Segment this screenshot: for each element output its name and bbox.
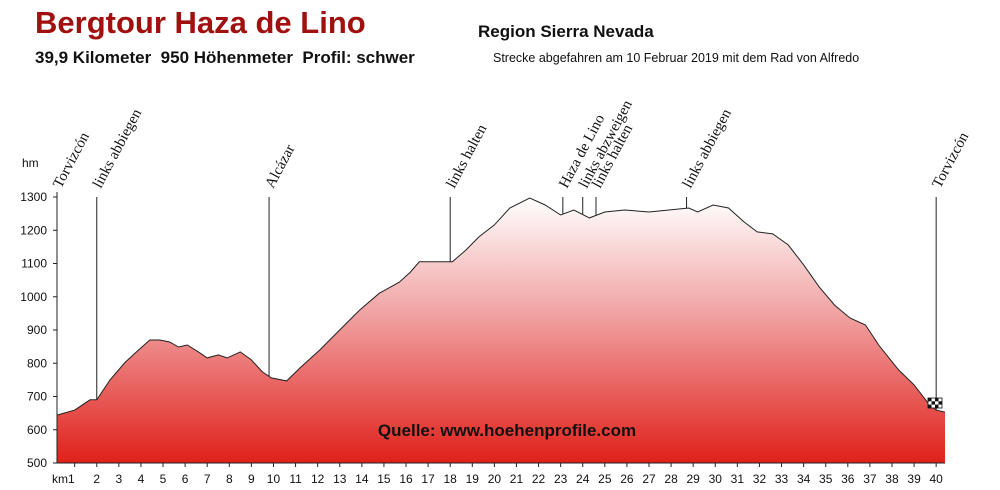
- x-tick-label: 33: [775, 472, 789, 486]
- annotation-label: links halten: [444, 121, 491, 190]
- annotation-label: Torvizcón: [50, 129, 93, 190]
- x-tick-label: 15: [377, 472, 391, 486]
- x-tick-label: 5: [160, 472, 167, 486]
- x-tick-label: km1: [52, 472, 75, 486]
- x-tick-label: 8: [226, 472, 233, 486]
- x-tick-label: 9: [248, 472, 255, 486]
- annotation-label: links abbiegen: [90, 106, 145, 191]
- x-tick-label: 30: [709, 472, 723, 486]
- y-tick-label: 1000: [20, 290, 47, 304]
- x-tick-label: 22: [532, 472, 546, 486]
- y-tick-label: 1300: [20, 190, 47, 204]
- y-tick-label: 500: [27, 456, 47, 470]
- x-tick-label: 11: [289, 472, 302, 486]
- y-tick-label: 1100: [21, 257, 47, 271]
- x-tick-label: 2: [93, 472, 100, 486]
- x-tick-label: 29: [686, 472, 700, 486]
- x-tick-label: 23: [554, 472, 568, 486]
- x-tick-label: 19: [466, 472, 480, 486]
- chart-title: Bergtour Haza de Lino: [35, 5, 366, 40]
- area: [57, 198, 945, 463]
- x-tick-label: 40: [929, 472, 943, 486]
- x-tick-label: 31: [731, 472, 745, 486]
- x-tick-label: 17: [421, 472, 435, 486]
- x-tick-label: 25: [598, 472, 612, 486]
- annotation-label: Alcázar: [262, 142, 298, 191]
- x-tick-label: 18: [444, 472, 458, 486]
- y-tick-label: 1200: [20, 223, 47, 237]
- x-tick-label: 39: [907, 472, 921, 486]
- x-tick-label: 20: [488, 472, 502, 486]
- x-tick-label: 12: [311, 472, 325, 486]
- profile-line: [56, 197, 946, 416]
- note: Strecke abgefahren am 10 Februar 2019 mi…: [493, 51, 859, 65]
- x-tick-label: 3: [116, 472, 123, 486]
- x-tick-label: 37: [863, 472, 877, 486]
- x-tick-label: 4: [138, 472, 145, 486]
- x-tick-label: 26: [620, 472, 634, 486]
- y-tick-label: 700: [27, 390, 47, 404]
- x-tick-label: 14: [355, 472, 369, 486]
- source: Quelle: www.hoehenprofile.com: [378, 421, 636, 440]
- x-tick-label: 16: [399, 472, 413, 486]
- finish-flag: [927, 397, 943, 409]
- x-tick-label: 35: [819, 472, 833, 486]
- x-tick-label: 6: [182, 472, 189, 486]
- annotation-label: links abbiegen: [680, 106, 735, 191]
- x-tick-label: 10: [267, 472, 281, 486]
- x-tick-label: 34: [797, 472, 811, 486]
- x-tick-label: 13: [333, 472, 347, 486]
- summary: 39,9 Kilometer 950 Höhenmeter Profil: sc…: [35, 48, 415, 67]
- x-tick-label: 7: [204, 472, 211, 486]
- y-tick-label: 900: [27, 323, 47, 337]
- x-tick-label: 24: [576, 472, 590, 486]
- y-tick-label: 800: [27, 356, 47, 370]
- annotation-label: Torvizcón: [930, 129, 973, 190]
- x-tick-label: 28: [664, 472, 678, 486]
- x-tick-label: 36: [841, 472, 855, 486]
- chart-subtitle: Region Sierra Nevada: [478, 22, 654, 41]
- x-tick-label: 38: [885, 472, 899, 486]
- x-tick-label: 27: [642, 472, 656, 486]
- x-tick-label: 21: [510, 472, 524, 486]
- x-tick-label: 32: [753, 472, 767, 486]
- y-tick-label: 600: [27, 423, 47, 437]
- y-axis-label: hm: [22, 156, 39, 170]
